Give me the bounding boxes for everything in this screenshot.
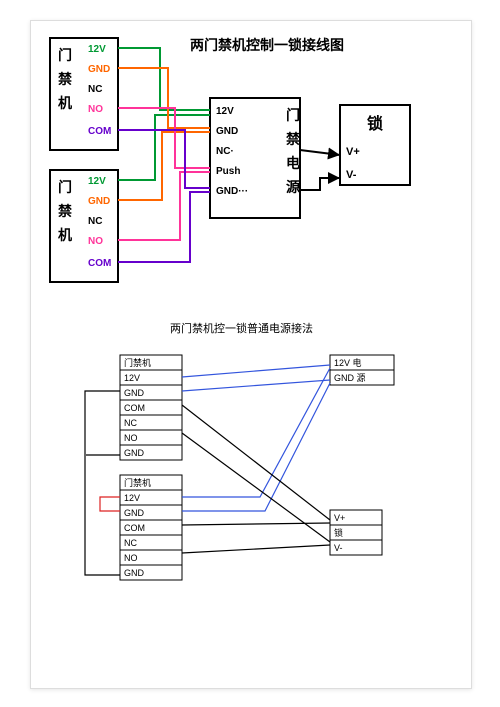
- page-border: [30, 20, 472, 689]
